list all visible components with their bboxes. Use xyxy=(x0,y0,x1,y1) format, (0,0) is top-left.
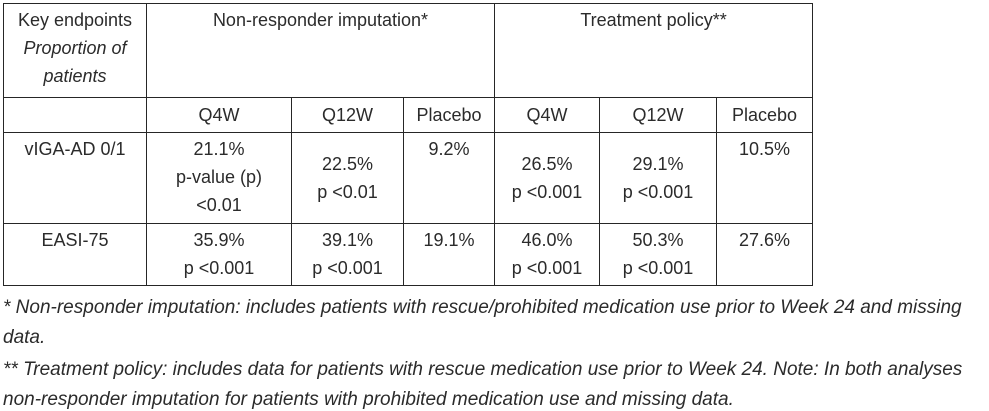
cell-value: 39.1% xyxy=(321,230,374,250)
cell-pvalue: <0.01 xyxy=(196,195,242,215)
cell-pvalue: p <0.001 xyxy=(183,258,255,278)
endpoint-label-viga: vIGA-AD 0/1 xyxy=(3,132,147,224)
subheader-tp-q4w: Q4W xyxy=(494,97,601,133)
cell-easi-tp-q12w: 50.3% p <0.001 xyxy=(599,223,718,286)
cell-pvalue: p <0.001 xyxy=(622,182,694,202)
cell-pvalue: p <0.001 xyxy=(622,258,694,278)
cell-pvalue: p <0.001 xyxy=(312,258,383,278)
footnote-treatment-policy: ** Treatment policy: includes data for p… xyxy=(3,359,963,410)
cell-viga-tp-q4w: 26.5% p <0.001 xyxy=(494,132,601,224)
cell-value: 29.1% xyxy=(632,154,684,174)
cell-easi-nri-placebo: 19.1% xyxy=(402,223,496,286)
subheader-nri-q12w: Q12W xyxy=(291,97,404,133)
header-row-arms: Q4W Q12W Placebo Q4W Q12W Placebo xyxy=(3,97,814,133)
cell-easi-nri-q4w: 35.9% p <0.001 xyxy=(146,223,292,286)
footnotes: * Non-responder imputation: includes pat… xyxy=(3,293,963,411)
cell-pvalue: p <0.001 xyxy=(511,258,583,278)
empty-subheader-cell xyxy=(3,97,147,133)
header-row-groups: Key endpoints Proportion of patients Non… xyxy=(3,3,814,98)
cell-viga-nri-placebo: 9.2% xyxy=(402,132,496,224)
cell-value: 21.1% xyxy=(193,139,245,159)
cell-viga-tp-q12w: 29.1% p <0.001 xyxy=(599,132,718,224)
subheader-nri-q4w: Q4W xyxy=(146,97,292,133)
cell-pvalue: p <0.01 xyxy=(317,182,378,202)
corner-header-subtitle-line2: patients xyxy=(43,66,107,86)
results-table: Key endpoints Proportion of patients Non… xyxy=(3,3,814,286)
cell-value: 46.0% xyxy=(521,230,573,250)
subheader-tp-placebo: Placebo xyxy=(716,97,814,133)
cell-value: 26.5% xyxy=(521,154,573,174)
corner-header-subtitle-line1: Proportion of xyxy=(23,38,127,58)
group-header-treatment-policy: Treatment policy** xyxy=(494,3,814,98)
cell-pvalue-label: p-value (p) xyxy=(175,167,263,187)
cell-viga-nri-q12w: 22.5% p <0.01 xyxy=(291,132,404,224)
cell-value: 27.6% xyxy=(738,230,791,250)
cell-value: 50.3% xyxy=(632,230,684,250)
cell-easi-nri-q12w: 39.1% p <0.001 xyxy=(291,223,404,286)
table-row-easi: EASI-75 35.9% p <0.001 39.1% p <0.001 19… xyxy=(3,223,814,286)
cell-viga-nri-q4w: 21.1% p-value (p) <0.01 xyxy=(146,132,292,224)
cell-easi-tp-q4w: 46.0% p <0.001 xyxy=(494,223,601,286)
footnote-non-responder-imputation: * Non-responder imputation: includes pat… xyxy=(3,297,962,348)
corner-header-title: Key endpoints xyxy=(17,10,133,30)
subheader-nri-placebo: Placebo xyxy=(402,97,496,133)
cell-value: 10.5% xyxy=(738,139,791,159)
table-row-viga: vIGA-AD 0/1 21.1% p-value (p) <0.01 22.5… xyxy=(3,132,814,224)
corner-header: Key endpoints Proportion of patients xyxy=(3,3,147,98)
cell-viga-tp-placebo: 10.5% xyxy=(716,132,814,224)
cell-easi-tp-placebo: 27.6% xyxy=(716,223,814,286)
endpoint-label-easi: EASI-75 xyxy=(3,223,147,286)
subheader-tp-q12w: Q12W xyxy=(599,97,718,133)
cell-pvalue: p <0.001 xyxy=(511,182,583,202)
group-header-non-responder-imputation: Non-responder imputation* xyxy=(145,3,496,98)
cell-value: 9.2% xyxy=(428,139,470,159)
cell-value: 35.9% xyxy=(193,230,245,250)
cell-value: 19.1% xyxy=(423,230,475,250)
cell-value: 22.5% xyxy=(321,154,374,174)
